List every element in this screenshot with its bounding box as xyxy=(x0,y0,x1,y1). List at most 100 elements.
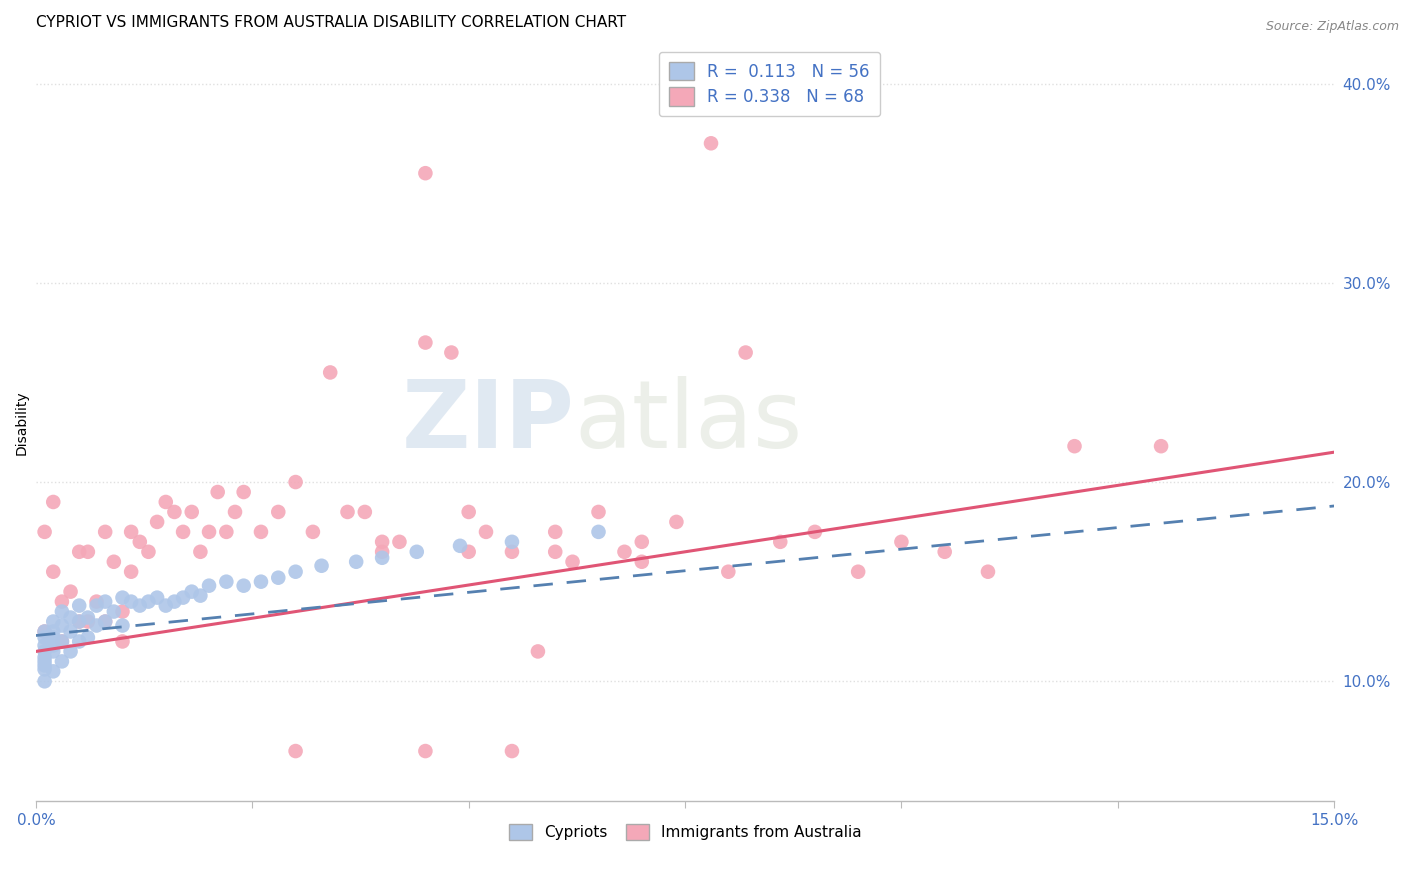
Point xyxy=(198,524,221,539)
Legend: Cypriots, Immigrants from Australia: Cypriots, Immigrants from Australia xyxy=(502,818,868,847)
Point xyxy=(51,594,73,608)
Point xyxy=(172,524,194,539)
Point xyxy=(163,505,186,519)
Point xyxy=(59,624,82,639)
Point xyxy=(67,634,90,648)
Point xyxy=(501,545,523,559)
Point xyxy=(146,591,169,605)
Point xyxy=(544,524,567,539)
Point xyxy=(67,615,90,629)
Point xyxy=(501,534,523,549)
Point xyxy=(76,631,98,645)
Point xyxy=(42,639,65,653)
Point xyxy=(190,589,212,603)
Point xyxy=(120,565,142,579)
Point xyxy=(34,658,56,673)
Point xyxy=(215,574,238,589)
Point xyxy=(284,565,307,579)
Point xyxy=(180,505,202,519)
Point xyxy=(86,618,108,632)
Point xyxy=(51,605,73,619)
Point xyxy=(103,555,125,569)
Point xyxy=(319,366,342,380)
Point xyxy=(302,524,325,539)
Point xyxy=(371,550,394,565)
Point xyxy=(353,505,375,519)
Point xyxy=(440,345,463,359)
Point xyxy=(51,618,73,632)
Point xyxy=(457,545,479,559)
Point xyxy=(190,545,212,559)
Point xyxy=(42,665,65,679)
Point xyxy=(501,744,523,758)
Point xyxy=(42,565,65,579)
Point xyxy=(59,584,82,599)
Point xyxy=(449,539,471,553)
Point xyxy=(769,534,792,549)
Point xyxy=(111,605,134,619)
Point xyxy=(34,650,56,665)
Point xyxy=(67,545,90,559)
Point xyxy=(51,634,73,648)
Point xyxy=(232,485,254,500)
Point xyxy=(415,744,437,758)
Point xyxy=(59,644,82,658)
Point xyxy=(34,654,56,668)
Point xyxy=(180,584,202,599)
Point xyxy=(34,674,56,689)
Point xyxy=(128,599,150,613)
Point xyxy=(405,545,427,559)
Point xyxy=(267,505,290,519)
Point xyxy=(665,515,688,529)
Point xyxy=(34,662,56,676)
Point xyxy=(128,534,150,549)
Point xyxy=(155,599,177,613)
Text: ZIP: ZIP xyxy=(402,376,575,468)
Point xyxy=(138,545,160,559)
Point xyxy=(415,335,437,350)
Point xyxy=(415,166,437,180)
Point xyxy=(846,565,869,579)
Point xyxy=(34,631,56,645)
Point xyxy=(111,618,134,632)
Point xyxy=(34,639,56,653)
Point xyxy=(267,571,290,585)
Point xyxy=(311,558,333,573)
Point xyxy=(630,534,652,549)
Point xyxy=(700,136,723,151)
Point xyxy=(103,605,125,619)
Point xyxy=(76,615,98,629)
Point xyxy=(207,485,229,500)
Point xyxy=(111,591,134,605)
Point xyxy=(250,574,273,589)
Point xyxy=(588,505,610,519)
Point xyxy=(371,545,394,559)
Point xyxy=(76,610,98,624)
Point xyxy=(934,545,956,559)
Point xyxy=(250,524,273,539)
Text: CYPRIOT VS IMMIGRANTS FROM AUSTRALIA DISABILITY CORRELATION CHART: CYPRIOT VS IMMIGRANTS FROM AUSTRALIA DIS… xyxy=(37,15,626,30)
Point xyxy=(284,475,307,489)
Point xyxy=(457,505,479,519)
Point xyxy=(51,654,73,668)
Point xyxy=(42,631,65,645)
Point xyxy=(977,565,1000,579)
Point xyxy=(138,594,160,608)
Point xyxy=(224,505,246,519)
Point xyxy=(34,624,56,639)
Point xyxy=(67,599,90,613)
Point xyxy=(172,591,194,605)
Point xyxy=(1063,439,1085,453)
Point xyxy=(475,524,498,539)
Point xyxy=(59,610,82,624)
Point xyxy=(890,534,912,549)
Point xyxy=(34,644,56,658)
Point xyxy=(120,524,142,539)
Y-axis label: Disability: Disability xyxy=(15,390,30,455)
Text: atlas: atlas xyxy=(575,376,803,468)
Point xyxy=(344,555,367,569)
Point xyxy=(527,644,550,658)
Point xyxy=(561,555,583,569)
Point xyxy=(94,615,117,629)
Point xyxy=(51,634,73,648)
